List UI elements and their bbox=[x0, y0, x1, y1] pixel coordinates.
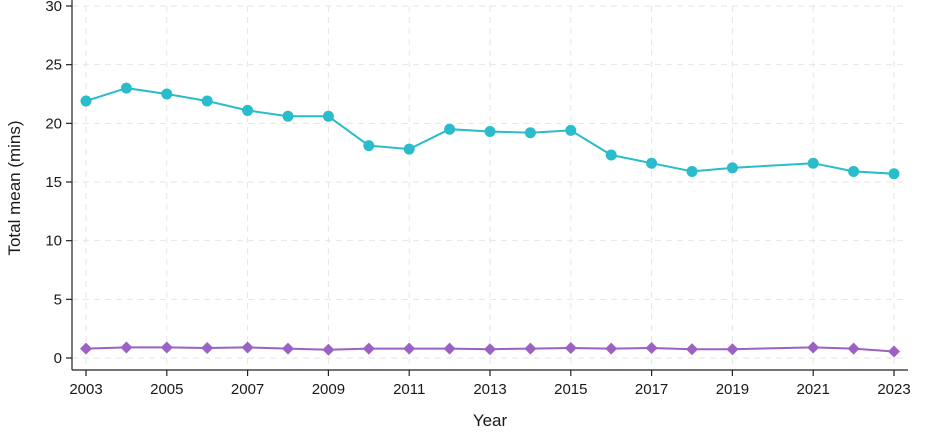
data-point-diamond bbox=[564, 342, 577, 355]
data-point-diamond bbox=[160, 341, 173, 354]
data-point-circle bbox=[646, 157, 658, 169]
y-axis-title: Total mean (mins) bbox=[5, 120, 24, 255]
x-tick-label: 2011 bbox=[393, 381, 425, 398]
data-point-circle bbox=[282, 110, 294, 122]
series-1 bbox=[80, 82, 900, 180]
y-tick-label: 0 bbox=[54, 350, 62, 367]
x-tick-label: 2003 bbox=[69, 381, 102, 398]
data-point-diamond bbox=[443, 342, 456, 355]
data-point-diamond bbox=[807, 341, 820, 354]
y-tick-label: 20 bbox=[45, 115, 62, 132]
data-point-circle bbox=[322, 110, 334, 122]
data-point-diamond bbox=[726, 343, 739, 356]
data-point-circle bbox=[524, 127, 536, 139]
data-point-diamond bbox=[362, 342, 375, 355]
data-point-diamond bbox=[686, 343, 698, 356]
series-line bbox=[85, 87, 895, 175]
x-tick-label: 2007 bbox=[231, 381, 264, 398]
series-2 bbox=[80, 341, 900, 358]
y-tick-label: 10 bbox=[45, 233, 62, 250]
data-point-circle bbox=[807, 157, 819, 169]
data-point-circle bbox=[726, 162, 738, 174]
data-point-diamond bbox=[888, 345, 900, 358]
axes: 0 5 10 15 20 25 30 2003 2005 2007 2009 2011 2013 2015… bbox=[45, 0, 911, 398]
data-point-circle bbox=[363, 140, 375, 152]
y-tick-label: 15 bbox=[45, 174, 62, 191]
data-point-circle bbox=[565, 124, 577, 136]
data-point-diamond bbox=[605, 342, 618, 355]
data-point-diamond bbox=[282, 342, 294, 355]
grid-lines bbox=[72, 5, 908, 370]
data-point-circle bbox=[242, 104, 254, 116]
x-tick-label: 2021 bbox=[797, 381, 830, 398]
x-tick-label: 2017 bbox=[635, 381, 668, 398]
data-point-circle bbox=[403, 143, 415, 155]
data-point-diamond bbox=[80, 342, 92, 355]
data-point-circle bbox=[605, 149, 617, 161]
x-tick-label: 2005 bbox=[150, 381, 183, 398]
series-line bbox=[85, 346, 895, 353]
data-point-diamond bbox=[322, 343, 335, 356]
data-point-diamond bbox=[484, 343, 496, 356]
data-point-circle bbox=[80, 95, 92, 107]
data-point-circle bbox=[444, 123, 456, 135]
data-point-diamond bbox=[120, 341, 133, 354]
data-point-diamond bbox=[524, 342, 537, 355]
data-point-diamond bbox=[241, 341, 254, 354]
data-point-circle bbox=[686, 165, 698, 177]
x-tick-label: 2023 bbox=[877, 381, 910, 398]
x-tick-label: 2013 bbox=[473, 381, 506, 398]
data-point-diamond bbox=[645, 342, 658, 355]
data-point-diamond bbox=[201, 342, 214, 355]
data-point-diamond bbox=[403, 342, 416, 355]
y-tick-label: 25 bbox=[45, 57, 62, 74]
data-point-circle bbox=[120, 82, 132, 94]
y-tick-label: 5 bbox=[54, 291, 62, 308]
data-series bbox=[80, 82, 900, 358]
data-point-circle bbox=[848, 165, 860, 177]
x-tick-label: 2019 bbox=[716, 381, 749, 398]
data-point-circle bbox=[888, 168, 900, 180]
data-point-circle bbox=[484, 126, 496, 138]
y-tick-label: 30 bbox=[45, 0, 62, 15]
x-axis-title: Year bbox=[473, 411, 508, 430]
x-tick-label: 2009 bbox=[312, 381, 345, 398]
data-point-circle bbox=[161, 88, 173, 100]
data-point-diamond bbox=[847, 342, 860, 355]
x-tick-label: 2015 bbox=[554, 381, 587, 398]
data-point-circle bbox=[201, 95, 213, 107]
